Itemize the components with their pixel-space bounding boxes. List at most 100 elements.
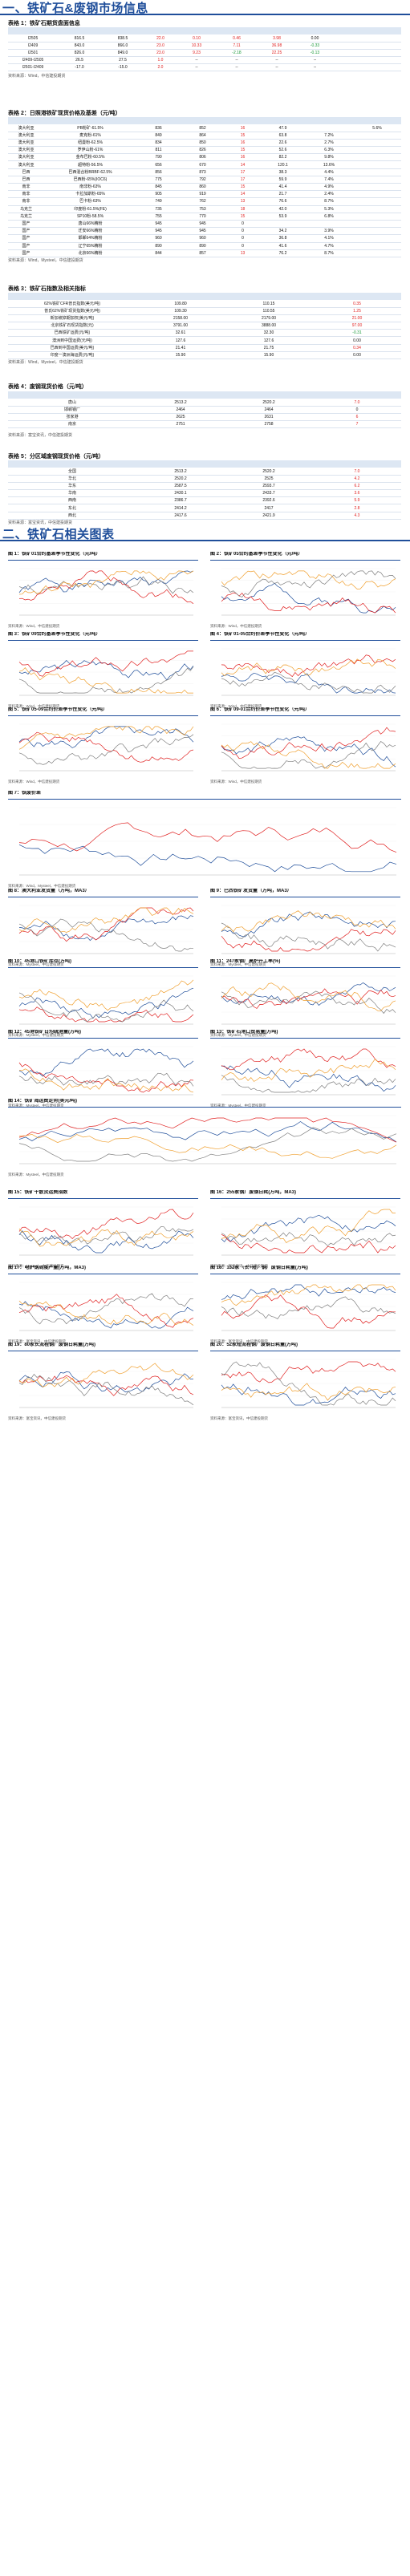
table-cell: 南非 bbox=[8, 183, 44, 192]
chart-title: 图 2：铁矿05合约基差季节性变化（元/吨） bbox=[210, 552, 303, 557]
table-cell: 巴卡粉-63% bbox=[44, 197, 136, 206]
column-header bbox=[313, 293, 401, 301]
series-line bbox=[221, 1383, 396, 1406]
table-cell: 120.1 bbox=[261, 160, 305, 169]
table-cell: 0.34 bbox=[313, 344, 401, 352]
chart-title: 图 20：52家短流程钢厂废钢日耗量(万吨) bbox=[210, 1343, 298, 1347]
table-cell: 2414.2 bbox=[136, 504, 225, 512]
table-cell: 14 bbox=[225, 190, 261, 199]
regional-scrap-table: 全国 2513.2 2520.2 7.0 华北 2520.2 2525 4.2 华东 2587.5… bbox=[8, 460, 401, 520]
column-header bbox=[8, 293, 136, 301]
chart-svg bbox=[18, 648, 194, 696]
table-cell bbox=[353, 176, 401, 184]
table-cell: 乌克兰 bbox=[8, 213, 44, 221]
table-cell bbox=[353, 139, 401, 148]
table-cell bbox=[353, 197, 401, 206]
table-cell: 905 bbox=[136, 190, 181, 199]
chart-card: 图 17：电炉钢周度产量(万吨，MA3) 资料来源：富宝资讯，中信建投期货 bbox=[8, 1266, 198, 1347]
table-cell: 2421.9 bbox=[225, 512, 313, 520]
series-line bbox=[221, 1284, 396, 1306]
series-line bbox=[221, 592, 396, 614]
table-cell: 16 bbox=[225, 139, 261, 148]
table-cell: 印度粉-61.5%(FE) bbox=[44, 205, 136, 213]
table-cell: 0 bbox=[225, 220, 261, 229]
chart-card: 图 2：铁矿05合约基差季节性变化（元/吨） 资料来源：Wind，中信建投期货 bbox=[210, 552, 400, 632]
chart-title: 图 10：45港口铁矿库存(万吨) bbox=[8, 959, 72, 964]
table-cell: 2386.7 bbox=[136, 496, 225, 505]
table-cell: 2158.00 bbox=[136, 314, 225, 323]
table-cell: 澳大利亚 bbox=[8, 146, 44, 155]
table-cell: 27.5 bbox=[101, 56, 144, 65]
series-line bbox=[221, 736, 396, 768]
table-cell: -17.0 bbox=[58, 63, 101, 72]
table-cell: 国产 bbox=[8, 227, 44, 236]
table-cell: 806 bbox=[181, 153, 225, 162]
table-cell: 3.98 bbox=[257, 34, 297, 43]
table-row: 澳大利亚 PB粉矿-61.5% 836 852 16 47.9 5.6% bbox=[8, 124, 401, 132]
table-row: I2501 826.0 849.0 23.0 9.23 -2.18 22.25 -0.13 bbox=[8, 49, 401, 58]
chart-card: 图 8：澳大利亚发货量（万吨，MA3） 资料来源：Mysteel，中信建投期货 bbox=[8, 889, 198, 970]
scrap-price-table: 唐山 2513.2 2520.2 7.0 邯郸钢厂 2464 2464 0 张家港 2625 263… bbox=[8, 391, 401, 429]
table-row: 普氏62%铁矿现货指数(美元/吨) 109.30 110.55 1.25 bbox=[8, 307, 401, 315]
chart-card: 图 6：铁矿09-01合约价差季节性变化（元/吨） 资料来源：Wind，中信建投期… bbox=[210, 707, 400, 788]
table-cell: 0 bbox=[225, 242, 261, 250]
table-cell: 金布巴粉-60.5% bbox=[44, 153, 136, 162]
table-title: 表格 3：铁矿石指数及相关指标 bbox=[8, 286, 86, 292]
table-cell: 巴西 bbox=[8, 168, 44, 176]
table-cell bbox=[353, 242, 401, 250]
series-line bbox=[221, 741, 396, 769]
chart-card: 图 11：247家钢厂高炉开工率(%) 资料来源：Mysteel，中信建投期货 bbox=[210, 959, 400, 1041]
chart-title: 图 15：铁矿干散货运费指数 bbox=[8, 1190, 68, 1195]
table-cell: 850 bbox=[181, 139, 225, 148]
table-cell: 南非 bbox=[8, 190, 44, 199]
series-line bbox=[221, 727, 396, 759]
series-line bbox=[18, 1117, 397, 1143]
table-cell: 2179.00 bbox=[225, 314, 313, 323]
column-header bbox=[365, 27, 401, 35]
table-cell: 唐山 bbox=[8, 399, 136, 407]
table-cell: 109.80 bbox=[136, 300, 225, 308]
chart-source: 资料来源：Mysteel，中信建投期货 bbox=[210, 962, 266, 966]
chart-plot-area bbox=[8, 560, 198, 622]
chart-source: 资料来源：富宝资讯，中信建投期货 bbox=[210, 1339, 268, 1343]
column-header bbox=[305, 117, 353, 125]
column-header bbox=[136, 391, 225, 399]
table-cell: 17 bbox=[225, 176, 261, 184]
table-cell: -- bbox=[257, 63, 297, 72]
table-cell: 945 bbox=[181, 220, 225, 229]
chart-card: 图 3：铁矿09合约基差季节性变化（元/吨） 资料来源：Wind，中信建投期货 bbox=[8, 632, 198, 712]
chart-svg bbox=[18, 975, 194, 1025]
table-cell: 0.00 bbox=[313, 336, 401, 345]
table-row: 乌克兰 印度粉-61.5%(FE) 735 753 18 42.0 5.3% bbox=[8, 205, 401, 213]
table-row: 澳大利亚 罗伊山粉-61% 811 826 15 52.6 6.3% bbox=[8, 146, 401, 155]
table-cell: 1.0 bbox=[144, 56, 177, 65]
chart-card: 图 10：45港口铁矿库存(万吨) 资料来源：Mysteel，中信建投期货 bbox=[8, 959, 198, 1041]
table-cell: I2409 bbox=[8, 42, 58, 50]
table-source: 资料来源：富宝资讯，中信建投期货 bbox=[8, 433, 73, 438]
chart-card: 图 18：132家（长+短）钢厂废钢日耗量(万吨) 资料来源：富宝资讯，中信建投期… bbox=[210, 1266, 400, 1347]
table-cell: -- bbox=[177, 56, 217, 65]
table-cell: 919 bbox=[181, 190, 225, 199]
table-row: 印度一澳洲海运费(元/吨) 15.90 15.90 0.00 bbox=[8, 351, 401, 360]
table-cell: 6.2 bbox=[313, 482, 401, 491]
series-line bbox=[221, 1294, 396, 1329]
table-cell: 21.41 bbox=[136, 344, 225, 352]
series-line bbox=[18, 726, 194, 748]
table-cell: 4.2 bbox=[313, 475, 401, 483]
table-row: 南非 卡拉加斯粉-65% 905 919 14 21.7 2.4% bbox=[8, 190, 401, 199]
chart-plot-area bbox=[210, 897, 400, 961]
chart-svg bbox=[18, 568, 194, 616]
chart-plot-area bbox=[8, 1198, 198, 1262]
table-cell bbox=[305, 220, 353, 229]
table-cell: 749 bbox=[136, 197, 181, 206]
table-row: 华东 2587.5 2593.7 6.2 bbox=[8, 482, 401, 491]
table-cell: 南非粉-63% bbox=[44, 183, 136, 192]
series-line bbox=[18, 570, 194, 604]
table-title: 表格 4：废钢现货价格（元/吨） bbox=[8, 384, 87, 390]
table-cell: 3.9% bbox=[305, 227, 353, 236]
table-cell: 6 bbox=[313, 413, 401, 422]
table-cell: 张家港 bbox=[8, 413, 136, 422]
column-header bbox=[313, 391, 401, 399]
table-row: 华北 2520.2 2525 4.2 bbox=[8, 475, 401, 483]
